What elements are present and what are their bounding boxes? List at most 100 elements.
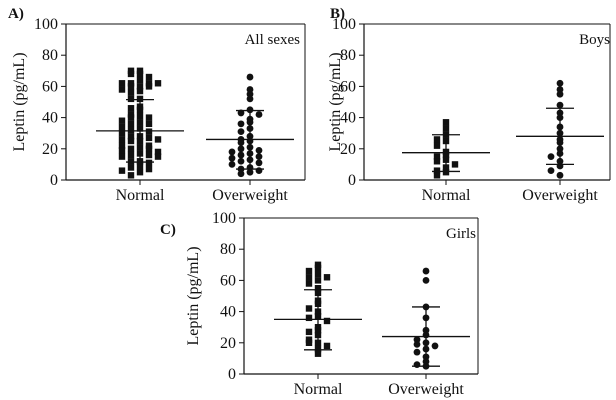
panel-a-point-normal [145, 128, 153, 135]
panel-a-point-normal [154, 148, 162, 156]
panel-a-point-overweight [228, 148, 236, 156]
panel-c-y-tick-label: 100 [212, 210, 236, 227]
panel-a-point-overweight [237, 151, 245, 159]
panel-a-point-normal [145, 145, 153, 152]
panel-a-y-tick-label: 80 [42, 47, 58, 64]
panel-c-point-normal [323, 274, 331, 281]
panel-a-point-normal [118, 80, 126, 87]
panel-a-point-overweight [228, 154, 236, 162]
panel-b-point-overweight [556, 101, 564, 109]
panel-b-point-overweight [556, 86, 564, 93]
panel-a-point-normal [136, 169, 144, 176]
panel-c-y-tick-label: 20 [220, 335, 236, 352]
panel-a-point-normal [127, 151, 135, 159]
panel-a-point-normal [127, 89, 135, 96]
panel-c-y-tick-label: 0 [228, 366, 236, 383]
panel-a-point-overweight [246, 106, 254, 114]
panel-b-point-normal [433, 158, 441, 165]
panel-b-y-tick-label: 80 [340, 47, 356, 64]
panel-a-point-normal [127, 158, 135, 165]
panel-a-point-normal [154, 136, 162, 143]
panel-a-point-overweight [246, 168, 254, 176]
panel-a-point-normal [127, 133, 135, 140]
panel-a-point-normal [127, 172, 135, 179]
panel-c-point-normal [314, 277, 322, 284]
panel-c-y-tick-label: 60 [220, 272, 236, 289]
panel-b-y-tick-label: 20 [340, 141, 356, 158]
panel-a-y-tick-label: 0 [50, 172, 58, 189]
panel-c-point-normal [314, 270, 322, 278]
panel-b-point-overweight [556, 79, 564, 87]
panel-a-point-overweight [237, 157, 245, 165]
panel-c-point-normal [305, 274, 313, 281]
panel-a-point-normal [154, 80, 162, 87]
panel-a-point-normal [118, 123, 126, 131]
panel-a-point-overweight [246, 90, 254, 98]
panel-a-point-normal [145, 114, 153, 121]
panel-a-point-overweight [255, 159, 263, 167]
panel-a-point-normal [145, 151, 153, 159]
panel-a-point-normal [127, 114, 135, 121]
panel-a-point-overweight [255, 153, 263, 161]
panel-c-point-normal [314, 285, 322, 292]
panel-b-point-normal [433, 142, 441, 149]
panel-b-point-normal [433, 136, 441, 143]
panel-a-y-tick-label: 60 [42, 78, 58, 95]
panel-a-point-overweight [255, 167, 263, 175]
panel-a-point-normal [118, 86, 126, 93]
panel-a-point-normal [145, 159, 153, 167]
panel-c-point-normal [305, 339, 313, 346]
panel-a-point-normal [145, 120, 153, 128]
panel-a-title: All sexes [245, 32, 301, 48]
panel-a-point-overweight [228, 161, 236, 168]
panel-a-point-normal [145, 73, 153, 81]
panel-b-y-tick-label: 60 [340, 78, 356, 95]
panel-b-point-normal [433, 153, 441, 160]
panel-a-point-normal [118, 147, 126, 154]
panel-b-category-label: Normal [422, 187, 471, 204]
panel-a-point-normal [127, 83, 135, 90]
panel-c-point-overweight [413, 336, 421, 344]
panel-a-point-normal [127, 105, 135, 112]
panel-b-point-normal [442, 169, 450, 176]
panel-a-point-normal [145, 165, 153, 173]
panel-a-point-normal [127, 70, 135, 78]
panel-a-point-overweight [246, 95, 254, 103]
panel-c-point-normal [305, 280, 313, 287]
panel-a-point-overweight [237, 128, 245, 136]
panel-a-point-overweight [246, 73, 254, 81]
panel-a-point-normal [127, 145, 135, 152]
panel-a-point-overweight [237, 139, 245, 146]
panel-b-point-normal [442, 125, 450, 132]
panel-b-y-tick-label: 0 [348, 172, 356, 189]
panel-a-point-overweight [237, 120, 245, 128]
panel-b-point-overweight [556, 90, 564, 98]
panel-a-point-normal [118, 167, 126, 174]
panel-c-title: Girls [446, 226, 476, 242]
panel-b-category-label: Overweight [522, 187, 598, 204]
panel-a-point-normal [118, 130, 126, 137]
panel-a-point-overweight [246, 86, 254, 93]
panel-b-y-tick-label: 40 [340, 110, 356, 127]
panel-a-y-tick-label: 20 [42, 141, 58, 158]
panel-b-point-normal [433, 172, 441, 179]
panel-a-point-normal [136, 83, 144, 90]
panel-c-point-normal [305, 305, 313, 312]
panel-b-y-tick-label: 100 [332, 16, 356, 33]
panel-b-y-axis-title: Leptin (pg/mL) [327, 52, 344, 151]
panel-a-y-axis-title: Leptin (pg/mL) [11, 52, 28, 151]
panel-a-point-normal [118, 117, 126, 124]
panel-c-y-tick-label: 40 [220, 304, 236, 321]
panel-a-point-normal [127, 137, 135, 145]
panel-c-point-normal [305, 267, 313, 275]
panel-a-point-normal [127, 120, 135, 128]
panel-a-category-label: Normal [116, 187, 165, 204]
panel-c-point-overweight [431, 342, 439, 350]
panel-a-point-overweight [255, 146, 263, 154]
panel-a-point-normal [145, 83, 153, 90]
panel-a-category-label: Overweight [212, 187, 288, 204]
panel-c-category-label: Overweight [388, 381, 464, 398]
panel-b-point-overweight [547, 167, 555, 175]
panel-c-y-tick-label: 80 [220, 241, 236, 258]
